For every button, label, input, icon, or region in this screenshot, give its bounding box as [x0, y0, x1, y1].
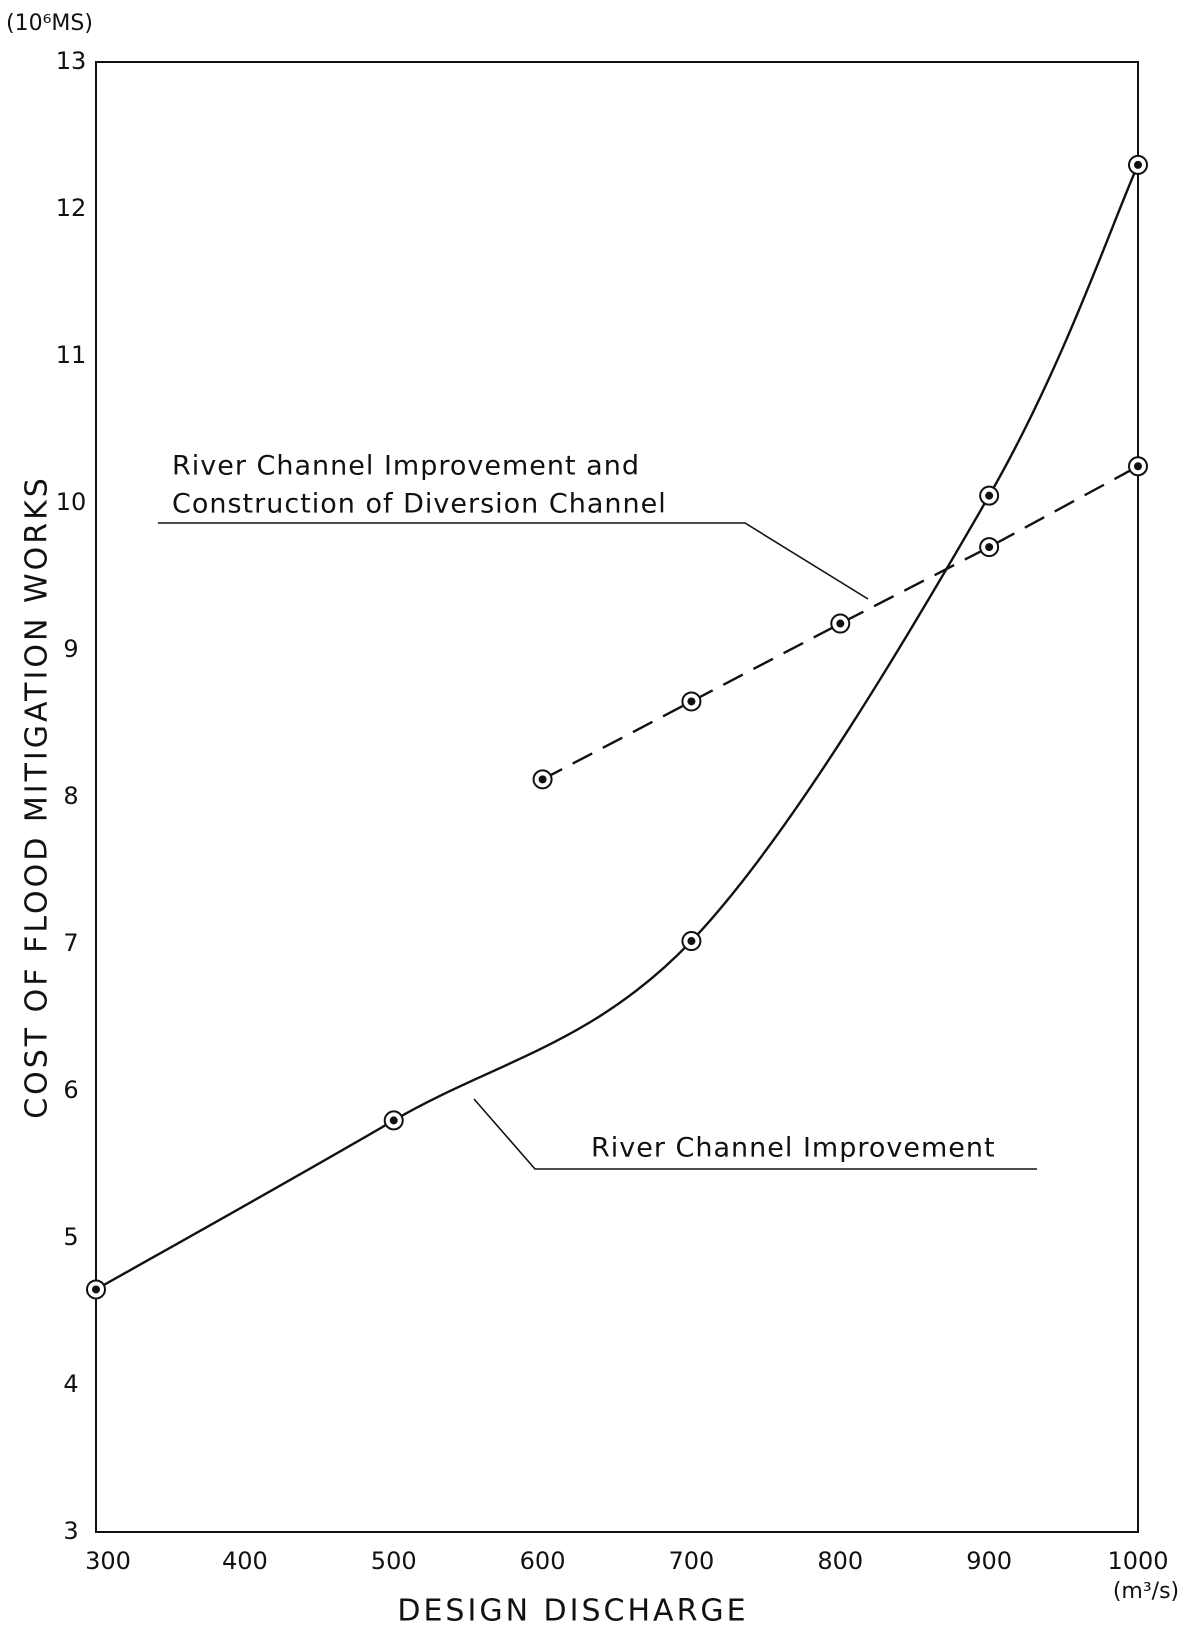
x-unit: (m³/s)	[1113, 1579, 1179, 1604]
x-tick-label: 700	[669, 1547, 715, 1575]
point-dot	[985, 543, 994, 552]
point-dot	[985, 491, 994, 500]
x-tick-label: 1000	[1107, 1547, 1168, 1575]
point-dot	[389, 1116, 398, 1125]
x-tick-label: 800	[817, 1547, 863, 1575]
point-dot	[687, 937, 696, 946]
y-tick-label: 8	[63, 782, 78, 810]
x-tick-label: 900	[966, 1547, 1012, 1575]
x-tick-label: 600	[520, 1547, 566, 1575]
line-series	[95, 164, 1140, 1291]
y-tick-label: 3	[63, 1517, 78, 1545]
annotation: River Channel Improvement	[591, 1133, 996, 1164]
y-tick-label: 7	[63, 929, 78, 957]
x-axis-title: DESIGN DISCHARGE	[397, 1594, 748, 1629]
leader-line	[158, 522, 869, 600]
y-axis-title: COST OF FLOOD MITIGATION WORKS	[20, 475, 55, 1119]
x-tick-label: 300	[85, 1547, 131, 1575]
point-dot	[92, 1285, 100, 1294]
y-tick-label: 6	[63, 1076, 78, 1104]
annotation: Construction of Diversion Channel	[172, 489, 667, 520]
annotation: River Channel Improvement and	[172, 451, 640, 482]
y-tick-label: 10	[56, 488, 87, 516]
point-dot	[538, 775, 547, 784]
x-tick-label: 500	[371, 1547, 417, 1575]
y-tick-label: 5	[63, 1223, 78, 1251]
point-dot	[1134, 462, 1142, 471]
x-tick-label: 400	[222, 1547, 268, 1575]
y-tick-label: 13	[56, 47, 87, 75]
leader-line	[473, 1098, 1037, 1170]
plot-frame	[95, 61, 1139, 1533]
y-tick-label: 4	[63, 1370, 78, 1398]
point-dot	[687, 697, 696, 706]
line-series	[542, 465, 1139, 781]
y-tick-label: 11	[56, 341, 87, 369]
point-dot	[836, 619, 845, 628]
y-tick-label: 12	[56, 194, 87, 222]
point-dot	[1134, 160, 1142, 169]
y-tick-label: 9	[63, 635, 78, 663]
y-unit: (10⁶MS)	[6, 11, 93, 36]
